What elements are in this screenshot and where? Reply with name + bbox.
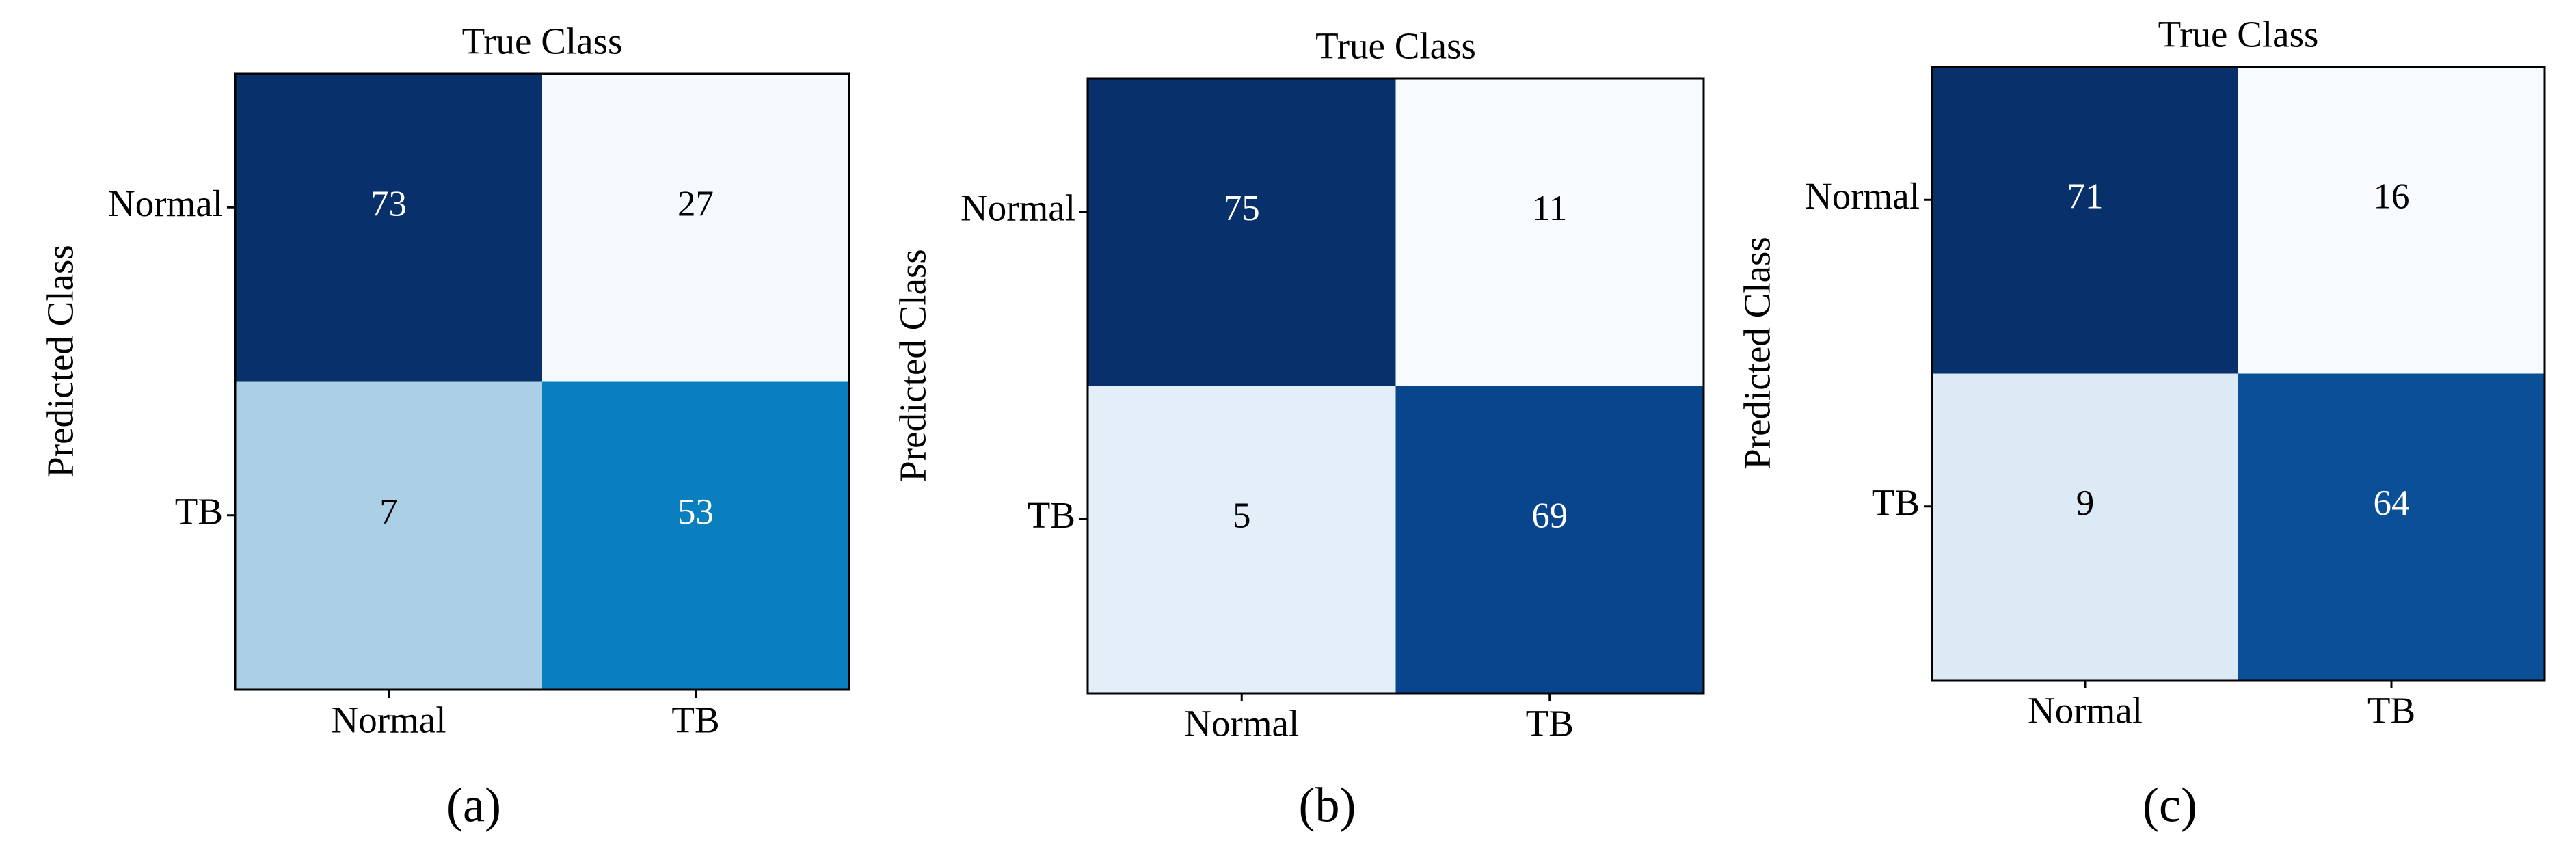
x-tick-label: Normal <box>2028 690 2143 731</box>
cell <box>1395 79 1704 386</box>
plot-frame <box>1931 66 2546 682</box>
y-tick-label: Normal <box>108 183 223 224</box>
cell <box>542 74 849 382</box>
cell <box>542 381 849 690</box>
cell <box>1088 79 1396 386</box>
x-tick-label: TB <box>671 699 719 741</box>
y-axis-label: Predicted Class <box>1736 237 1778 470</box>
x-tick-label: Normal <box>331 699 446 741</box>
plot-frame <box>1086 77 1705 695</box>
cell-label: 75 <box>1224 189 1260 228</box>
panel-caption: (a) <box>446 778 501 833</box>
cell-label: 7 <box>379 492 398 532</box>
x-tick-label: TB <box>2367 690 2415 731</box>
cell <box>2238 67 2545 374</box>
cell-label: 16 <box>2374 176 2410 216</box>
y-axis-label: Predicted Class <box>892 249 934 482</box>
cell <box>1088 386 1396 693</box>
cell <box>1932 67 2238 374</box>
y-tick-label: Normal <box>961 187 1075 228</box>
cell-label: 53 <box>677 492 714 532</box>
plot-frame <box>234 72 850 691</box>
x-tick-label: TB <box>1526 703 1574 744</box>
chart-title: True Class <box>1315 25 1476 67</box>
y-axis-label: Predicted Class <box>40 245 81 478</box>
cell <box>1395 386 1704 693</box>
cell <box>235 74 542 382</box>
y-tick-label: Normal <box>1805 175 1920 217</box>
cell-label: 69 <box>1531 496 1568 535</box>
chart-title: True Class <box>462 21 623 62</box>
cell-label: 11 <box>1532 189 1567 228</box>
panel-caption: (b) <box>1299 778 1356 833</box>
cell <box>1932 373 2238 680</box>
cell-label: 27 <box>677 184 714 224</box>
cell-label: 73 <box>371 184 407 224</box>
cell-label: 64 <box>2374 483 2410 523</box>
x-tick-label: Normal <box>1184 703 1299 744</box>
chart-title: True Class <box>2158 14 2319 55</box>
y-tick-label: TB <box>175 490 223 532</box>
y-tick-label: TB <box>1028 494 1075 536</box>
cell <box>235 381 542 690</box>
cell <box>2238 373 2545 680</box>
panel-caption: (c) <box>2143 778 2197 833</box>
y-tick-label: TB <box>1872 481 1920 523</box>
cell-label: 5 <box>1233 496 1251 535</box>
cell-label: 9 <box>2076 483 2095 523</box>
cell-label: 71 <box>2067 176 2104 216</box>
